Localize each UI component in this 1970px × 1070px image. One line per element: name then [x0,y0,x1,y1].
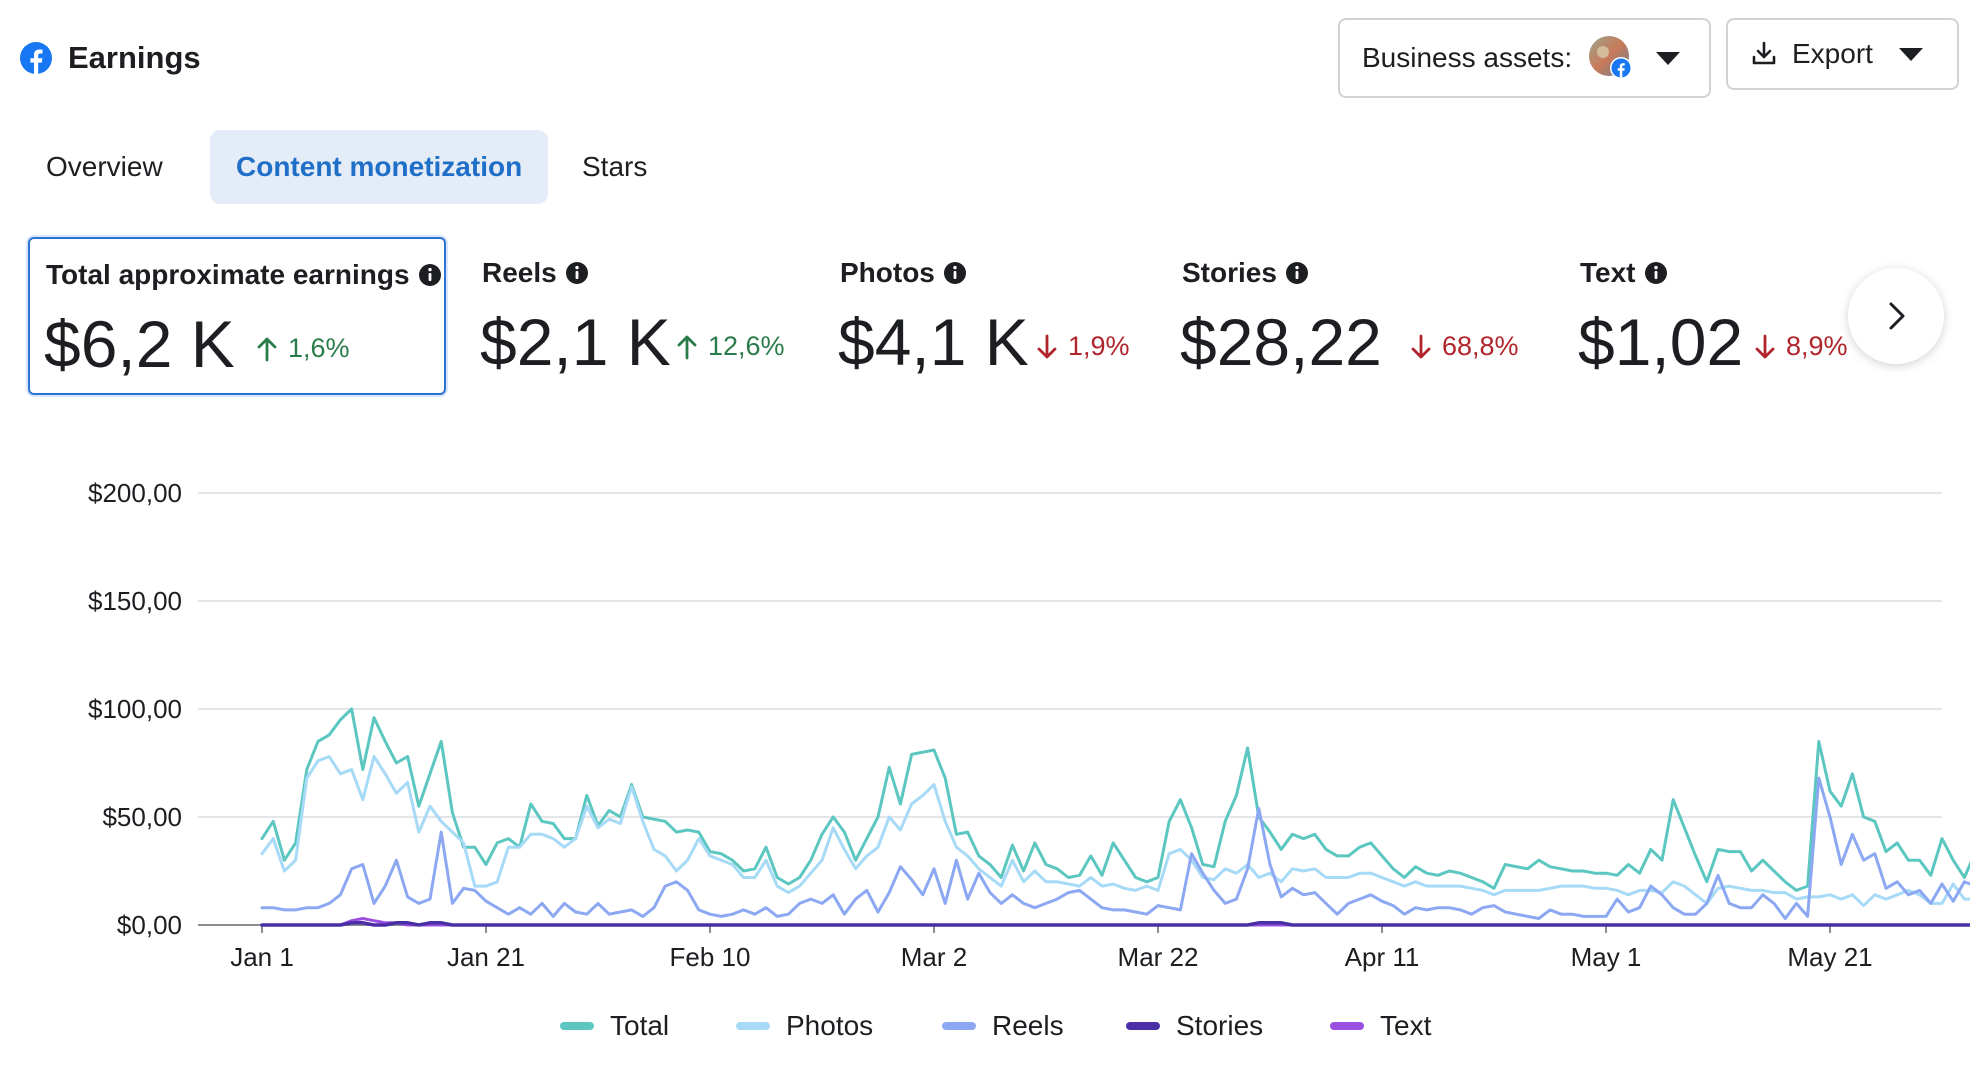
next-metrics-button[interactable] [1848,268,1944,364]
info-icon[interactable] [418,263,442,287]
metric-stories[interactable]: Stories $28,22 68,8% [1166,237,1546,395]
metric-label: Reels [482,257,589,289]
legend-label: Reels [992,1010,1064,1041]
business-assets-label: Business assets: [1362,42,1573,73]
legend-swatch [736,1022,770,1030]
legend-swatch [942,1022,976,1030]
legend-label: Text [1380,1010,1432,1041]
x-tick-label: May 1 [1571,942,1642,972]
arrow-up-icon [677,335,697,359]
page-header: Earnings Business assets: [0,0,1970,120]
legend-item-total[interactable]: Total [560,1010,669,1042]
metric-text[interactable]: Text $1,02 8,9% [1564,237,1874,395]
y-tick-label: $150,00 [88,586,182,616]
caret-down-icon [1656,51,1681,65]
metric-label-text: Reels [482,257,557,288]
metric-total-earnings[interactable]: Total approximate earnings $6,2 K 1,6% [28,237,446,395]
metric-value: $4,1 K [838,305,1029,379]
metric-change: 12,6% [676,331,785,362]
metric-label-text: Photos [840,257,935,288]
metric-label-text: Stories [1182,257,1277,288]
x-tick-label: Mar 22 [1118,942,1199,972]
y-tick-label: $100,00 [88,694,182,724]
metric-label: Photos [840,257,967,289]
metric-change: 1,6% [256,333,350,364]
metric-change-text: 1,6% [288,333,350,363]
legend-label: Photos [786,1010,874,1041]
metric-value: $28,22 [1180,305,1382,379]
arrow-down-icon [1755,334,1775,358]
x-tick-label: Jan 21 [447,942,525,972]
legend-swatch [1330,1022,1364,1030]
x-tick-label: Jan 1 [230,942,294,972]
legend-swatch [560,1022,594,1030]
metric-label-text: Text [1580,257,1636,288]
metric-label: Total approximate earnings [46,259,442,291]
export-button[interactable]: Export [1726,18,1959,90]
metric-change-text: 12,6% [708,331,785,361]
legend-label: Stories [1176,1010,1264,1041]
metric-change-text: 68,8% [1442,331,1519,361]
x-tick-label: Feb 10 [670,942,751,972]
metric-change-text: 1,9% [1068,331,1130,361]
business-assets-dropdown[interactable]: Business assets: [1338,18,1711,98]
legend-item-reels[interactable]: Reels [942,1010,1064,1042]
metric-change: 1,9% [1036,331,1130,362]
download-icon [1752,41,1776,65]
metric-change: 68,8% [1410,331,1519,362]
info-icon[interactable] [565,261,589,285]
x-tick-label: Mar 2 [901,942,967,972]
metric-value: $6,2 K [44,307,235,381]
y-tick-label: $0,00 [117,910,182,940]
legend-item-photos[interactable]: Photos [736,1010,873,1042]
arrow-down-icon [1037,334,1057,358]
caret-down-icon [1898,47,1923,61]
x-tick-label: Apr 11 [1345,942,1420,972]
metric-label-text: Total approximate earnings [46,259,410,290]
chart-legend: Total Photos Reels Stories Text [0,1010,1970,1050]
metric-change-text: 8,9% [1786,331,1848,361]
info-icon[interactable] [1285,261,1309,285]
avatar [1588,35,1634,81]
legend-swatch [1126,1022,1160,1030]
series-line-reels[interactable] [260,776,1970,920]
page-title: Earnings [68,40,201,75]
export-label: Export [1792,38,1873,69]
arrow-up-icon [257,337,277,361]
metric-value: $2,1 K [480,305,671,379]
y-tick-label: $50,00 [102,802,182,832]
y-tick-label: $200,00 [88,478,182,508]
metric-value: $1,02 [1578,305,1744,379]
series-line-total[interactable] [260,707,1970,892]
legend-label: Total [610,1010,670,1041]
legend-item-text[interactable]: Text [1330,1010,1431,1042]
info-icon[interactable] [1644,261,1668,285]
metric-label: Stories [1182,257,1309,289]
metric-reels[interactable]: Reels $2,1 K 12,6% [466,237,796,395]
earnings-line-chart: $0,00 $50,00 $100,00 $150,00 $200,00 Jan 1 Jan… [88,478,1970,972]
metric-change: 8,9% [1754,331,1848,362]
metric-label: Text [1580,257,1668,289]
info-icon[interactable] [943,261,967,285]
tab-stars[interactable]: Stars [582,151,648,182]
arrow-down-icon [1411,334,1431,358]
x-tick-label: May 21 [1787,942,1872,972]
tab-content-monetization[interactable]: Content monetization [210,130,549,204]
tab-overview[interactable]: Overview [46,151,163,182]
series-line-stories[interactable] [260,921,1970,927]
chevron-right-icon [1889,302,1905,330]
legend-item-stories[interactable]: Stories [1126,1010,1263,1042]
metric-photos[interactable]: Photos $4,1 K 1,9% [824,237,1144,395]
page-avatar-icon [1589,36,1633,79]
facebook-icon [20,42,52,74]
earnings-chart: $0,00 $50,00 $100,00 $150,00 $200,00 Jan 1 Jan… [0,460,1970,1070]
